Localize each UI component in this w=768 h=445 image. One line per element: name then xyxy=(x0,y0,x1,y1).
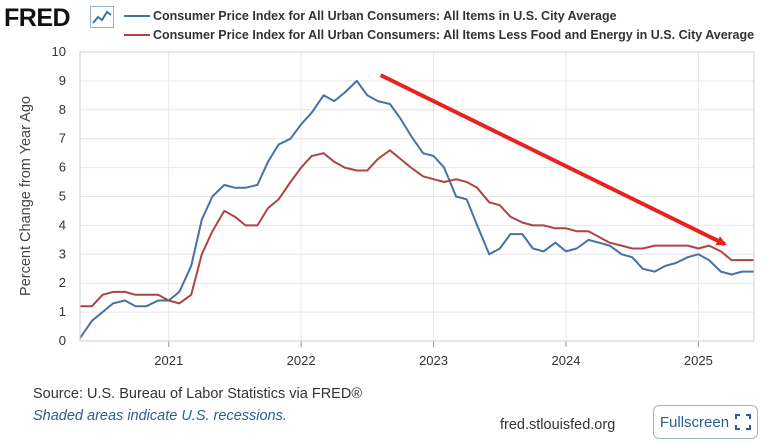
y-tick-label: 4 xyxy=(59,217,66,232)
series-layer xyxy=(80,79,754,339)
y-tick-label: 10 xyxy=(52,44,66,59)
y-tick-label: 2 xyxy=(59,275,66,290)
plot-border xyxy=(79,51,755,342)
trend-chart-icon xyxy=(90,6,114,28)
x-tick-label: 2022 xyxy=(287,353,316,368)
y-tick-label: 9 xyxy=(59,73,66,88)
site-url[interactable]: fred.stlouisfed.org xyxy=(500,417,616,433)
legend-label-core: Consumer Price Index for All Urban Consu… xyxy=(153,28,755,42)
trend-arrow xyxy=(379,73,727,246)
y-tick-label: 1 xyxy=(59,304,66,319)
chart-header: FRED Consumer Price Index for All Urban … xyxy=(0,0,768,48)
x-tick-label: 2025 xyxy=(684,353,713,368)
y-tick-label: 0 xyxy=(59,333,66,348)
y-tick-label: 7 xyxy=(59,131,66,146)
fullscreen-button[interactable]: Fullscreen xyxy=(653,405,758,439)
legend-item-core[interactable]: Consumer Price Index for All Urban Consu… xyxy=(124,27,768,44)
y-tick-label: 6 xyxy=(59,160,66,175)
x-tick-label: 2023 xyxy=(419,353,448,368)
fullscreen-label: Fullscreen xyxy=(659,413,730,431)
recession-note: Shaded areas indicate U.S. recessions. xyxy=(33,408,287,424)
legend-swatch-all-items xyxy=(124,15,150,17)
x-tick-label: 2021 xyxy=(154,353,183,368)
y-tick-label: 3 xyxy=(59,246,66,261)
chart-legend: Consumer Price Index for All Urban Consu… xyxy=(124,8,768,46)
x-axis: 2021 2022 2023 2024 2025 xyxy=(154,341,713,368)
x-tick-label: 2024 xyxy=(552,353,581,368)
y-tick-label: 8 xyxy=(59,102,66,117)
chart-area: 0 1 2 3 4 5 6 7 8 9 10 2021 2022 2023 2024 2025 Percen… xyxy=(18,44,755,368)
fred-logo[interactable]: FRED xyxy=(4,4,71,32)
y-axis-label: Percent Change from Year Ago xyxy=(18,96,34,296)
series-line-all-items[interactable] xyxy=(80,79,754,339)
series-line-core[interactable] xyxy=(80,149,754,308)
legend-label-all-items: Consumer Price Index for All Urban Consu… xyxy=(153,9,617,23)
legend-swatch-core xyxy=(124,34,150,36)
legend-item-all-items[interactable]: Consumer Price Index for All Urban Consu… xyxy=(124,8,768,25)
y-tick-label: 5 xyxy=(59,189,66,204)
y-axis: 0 1 2 3 4 5 6 7 8 9 10 xyxy=(52,44,66,348)
source-note: Source: U.S. Bureau of Labor Statistics … xyxy=(33,386,363,402)
expand-icon xyxy=(735,414,752,430)
